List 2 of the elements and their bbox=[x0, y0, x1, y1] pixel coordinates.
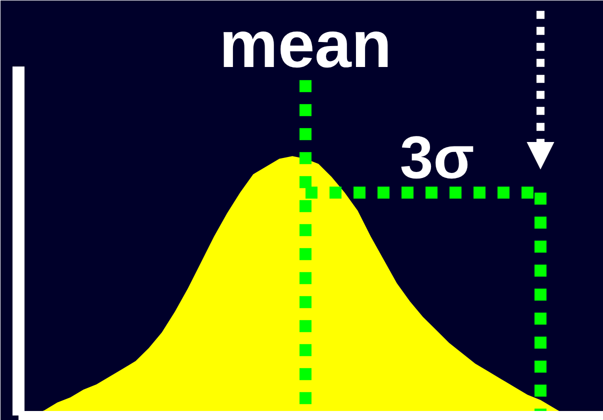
text: mean bbox=[219, 7, 392, 82]
annotation: 3σ bbox=[400, 124, 474, 192]
